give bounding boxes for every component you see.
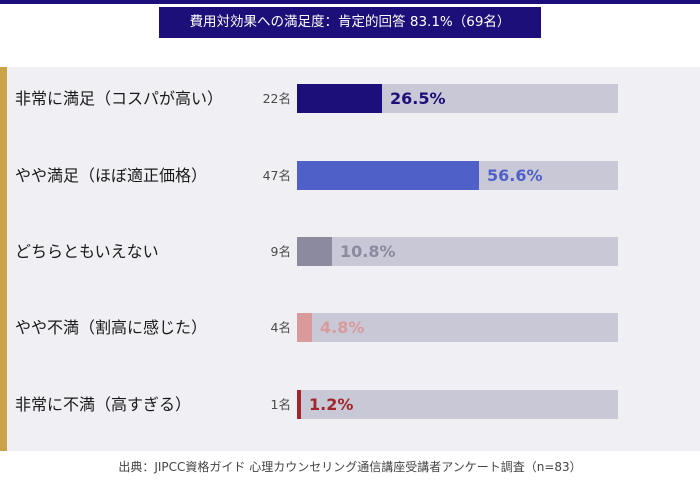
count-label: 9名 — [270, 244, 291, 259]
bar-row: どちらともいえない 9名 10.8% — [7, 220, 700, 284]
category-label: やや不満（割高に感じた） — [15, 318, 208, 337]
bar-row: 非常に不満（高すぎる） 1名 1.2% — [7, 373, 700, 437]
count-label: 47名 — [262, 168, 291, 183]
count-label: 22名 — [262, 91, 291, 106]
category-label: どちらともいえない — [15, 242, 159, 261]
count-label: 4名 — [270, 320, 291, 335]
value-label: 10.8% — [340, 242, 396, 261]
bar-fill — [297, 313, 312, 342]
bar-fill — [297, 237, 332, 266]
bar-row: やや満足（ほぼ適正価格） 47名 56.6% — [7, 144, 700, 208]
top-rule — [0, 0, 700, 4]
bar-fill — [297, 84, 382, 113]
value-label: 4.8% — [320, 318, 365, 337]
category-label: やや満足（ほぼ適正価格） — [15, 166, 208, 185]
bar-row: 非常に満足（コスパが高い） 22名 26.5% — [7, 67, 700, 131]
chart-title: 費用対効果への満足度：肯定的回答 83.1%（69名） — [159, 7, 541, 38]
bar-track: 10.8% — [297, 237, 618, 266]
bar-row: やや不満（割高に感じた） 4名 4.8% — [7, 296, 700, 360]
bar-track: 56.6% — [297, 161, 618, 190]
bar-track: 26.5% — [297, 84, 618, 113]
category-label: 非常に満足（コスパが高い） — [15, 89, 224, 108]
bar-fill — [297, 161, 479, 190]
count-label: 1名 — [270, 397, 291, 412]
bar-fill — [297, 390, 301, 419]
category-label: 非常に不満（高すぎる） — [15, 395, 192, 414]
value-label: 1.2% — [309, 395, 354, 414]
source-note: 出典：JIPCC資格ガイド 心理カウンセリング通信講座受講者アンケート調査（n=… — [118, 460, 582, 474]
accent-bar — [0, 67, 7, 451]
bar-track: 1.2% — [297, 390, 618, 419]
value-label: 26.5% — [390, 89, 446, 108]
value-label: 56.6% — [487, 166, 543, 185]
bar-track: 4.8% — [297, 313, 618, 342]
